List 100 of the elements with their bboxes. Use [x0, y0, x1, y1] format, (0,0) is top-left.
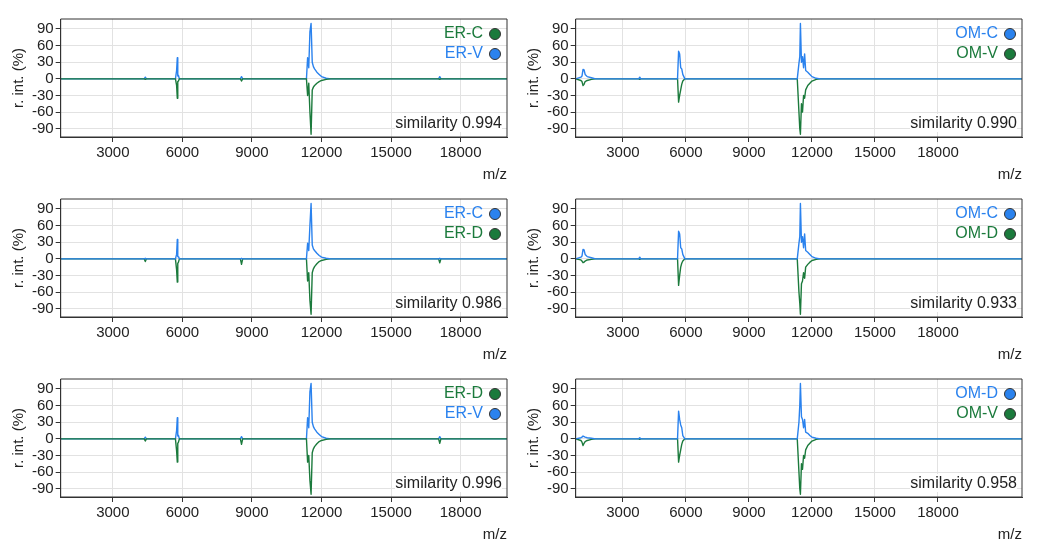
y-tick-label: 60: [36, 215, 54, 233]
legend-label: ER-V: [444, 404, 483, 421]
x-tick-label: 6000: [669, 503, 703, 521]
x-tick-label: 12000: [791, 323, 833, 341]
x-tick-label: 15000: [370, 143, 412, 161]
y-tick-label: -60: [31, 282, 54, 300]
y-tick-label: 30: [36, 232, 54, 250]
y-tick-label: -90: [31, 478, 54, 496]
y-tick-label: -60: [546, 282, 569, 300]
x-tick-label: 18000: [439, 503, 482, 521]
y-tick-label: 0: [560, 428, 569, 446]
y-tick-label: 30: [36, 52, 54, 70]
x-tick-label: 9000: [235, 323, 269, 341]
y-tick-label: -90: [31, 298, 54, 316]
y-tick-label: 90: [551, 199, 569, 217]
y-tick-label: 60: [551, 395, 569, 413]
x-tick-label: 15000: [854, 143, 896, 161]
x-tick-label: 3000: [606, 503, 640, 521]
legend-label: ER-C: [443, 24, 483, 41]
x-tick-label: 6000: [165, 323, 200, 341]
x-tick-label: 18000: [439, 323, 482, 341]
y-tick-label: -30: [546, 445, 569, 463]
y-tick-label: 30: [551, 232, 569, 250]
x-tick-label: 12000: [300, 143, 343, 161]
x-axis-title: m/z: [482, 345, 507, 363]
y-tick-label: 0: [45, 248, 54, 266]
y-tick-label: 0: [560, 68, 569, 86]
y-tick-label: -90: [31, 118, 54, 136]
x-tick-label: 12000: [300, 503, 343, 521]
y-axis-title: r. int. (%): [9, 47, 27, 109]
legend-label: OM-V: [956, 404, 998, 421]
x-tick-label: 18000: [439, 143, 482, 161]
y-tick-label: 0: [45, 68, 54, 86]
legend-label: OM-C: [955, 204, 998, 221]
y-axis-title: r. int. (%): [9, 407, 27, 469]
x-tick-label: 18000: [917, 503, 959, 521]
y-tick-label: 90: [36, 19, 54, 37]
x-axis-title: m/z: [997, 165, 1022, 183]
x-axis-title: m/z: [997, 525, 1022, 543]
x-tick-label: 18000: [917, 143, 959, 161]
x-tick-label: 3000: [606, 323, 640, 341]
x-tick-label: 15000: [854, 503, 896, 521]
y-tick-label: 0: [560, 248, 569, 266]
y-tick-label: -90: [546, 478, 569, 496]
y-tick-label: -30: [31, 265, 54, 283]
x-tick-label: 6000: [669, 323, 703, 341]
legend-label: ER-V: [444, 44, 483, 61]
x-tick-label: 18000: [917, 323, 959, 341]
y-tick-label: 60: [36, 395, 54, 413]
x-tick-label: 15000: [370, 323, 412, 341]
annotation: similarity 0.958: [910, 474, 1017, 492]
x-tick-label: 15000: [370, 503, 412, 521]
y-tick-label: -30: [31, 445, 54, 463]
x-tick-label: 9000: [732, 143, 766, 161]
annotation: similarity 0.994: [395, 114, 502, 132]
annotation: similarity 0.933: [910, 294, 1017, 312]
x-tick-label: 3000: [606, 143, 640, 161]
annotation: similarity 0.986: [395, 294, 502, 312]
x-tick-label: 6000: [165, 503, 200, 521]
y-tick-label: 90: [36, 379, 54, 397]
y-tick-label: 30: [551, 52, 569, 70]
x-tick-label: 12000: [791, 143, 833, 161]
y-axis-title: r. int. (%): [524, 407, 542, 469]
y-tick-label: -60: [546, 462, 569, 480]
x-tick-label: 3000: [96, 323, 130, 341]
y-tick-label: 60: [36, 35, 54, 53]
y-tick-label: -90: [546, 298, 569, 316]
x-tick-label: 12000: [300, 323, 343, 341]
annotation: similarity 0.990: [910, 114, 1017, 132]
y-tick-label: 0: [45, 428, 54, 446]
legend-label: ER-D: [443, 224, 483, 241]
y-tick-label: 30: [551, 412, 569, 430]
x-tick-label: 15000: [854, 323, 896, 341]
y-tick-label: -90: [546, 118, 569, 136]
y-tick-label: 90: [551, 19, 569, 37]
y-axis-title: r. int. (%): [9, 227, 27, 289]
legend-label: OM-D: [955, 384, 998, 401]
y-tick-label: -30: [546, 265, 569, 283]
x-tick-label: 6000: [669, 143, 703, 161]
x-axis-title: m/z: [482, 525, 507, 543]
annotation: similarity 0.996: [395, 474, 502, 492]
legend-label: OM-C: [955, 24, 998, 41]
y-tick-label: 30: [36, 412, 54, 430]
x-tick-label: 9000: [235, 503, 269, 521]
x-tick-label: 9000: [235, 143, 269, 161]
y-tick-label: -60: [31, 102, 54, 120]
x-tick-label: 9000: [732, 323, 766, 341]
x-axis-title: m/z: [482, 165, 507, 183]
legend-label: OM-V: [956, 44, 998, 61]
x-axis-title: m/z: [997, 345, 1022, 363]
x-tick-label: 6000: [165, 143, 200, 161]
y-axis-title: r. int. (%): [524, 227, 542, 289]
y-tick-label: -60: [31, 462, 54, 480]
y-tick-label: -30: [31, 85, 54, 103]
legend-label: OM-D: [955, 224, 998, 241]
y-tick-label: 90: [551, 379, 569, 397]
y-tick-label: 90: [36, 199, 54, 217]
y-tick-label: -60: [546, 102, 569, 120]
x-tick-label: 12000: [791, 503, 833, 521]
legend-label: ER-C: [443, 204, 483, 221]
